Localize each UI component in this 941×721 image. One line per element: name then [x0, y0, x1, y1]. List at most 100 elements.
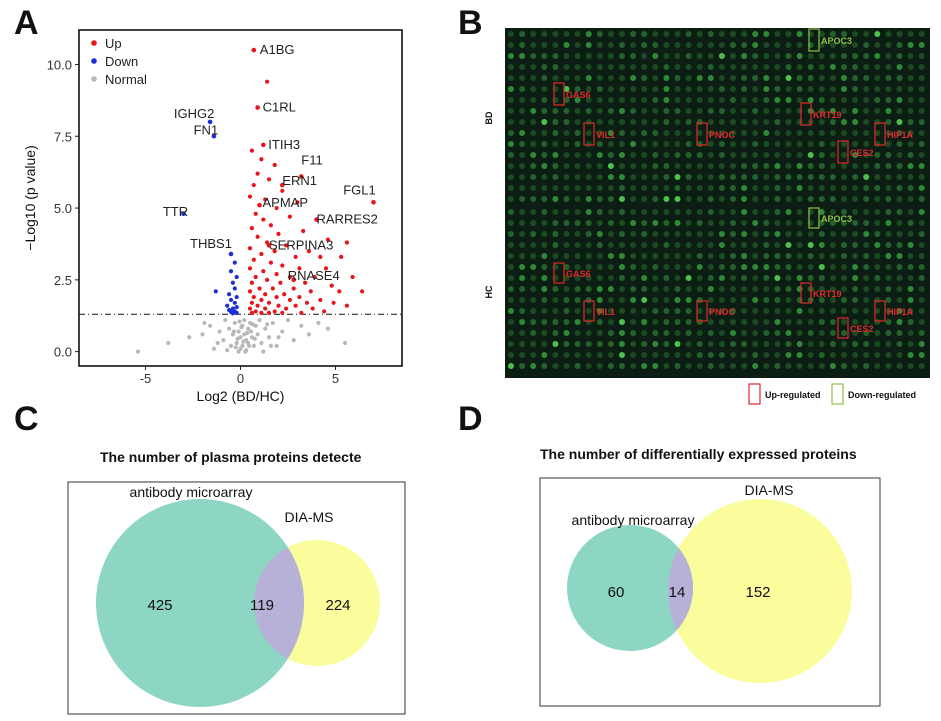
array-spot [885, 86, 892, 92]
array-spot [918, 64, 925, 70]
array-spot [885, 174, 892, 180]
array-spot [852, 297, 859, 303]
down-point [234, 294, 239, 300]
array-spot [829, 163, 836, 169]
array-spot [852, 308, 859, 314]
array-spot [541, 97, 548, 103]
array-spot [685, 231, 692, 237]
normal-point [223, 317, 228, 323]
normal-point [239, 325, 244, 330]
array-spot [852, 363, 859, 369]
array-spot [918, 308, 925, 314]
array-spot [696, 196, 703, 202]
protein-box [874, 122, 886, 146]
normal-point [227, 326, 232, 331]
array-spot [907, 53, 914, 59]
up-point [291, 286, 296, 291]
array-spot [774, 42, 781, 48]
array-spot [541, 141, 548, 147]
normal-point [236, 329, 241, 334]
array-spot [807, 363, 814, 369]
array-spot [652, 53, 659, 59]
array-spot [530, 185, 537, 191]
normal-point [251, 343, 256, 348]
array-spot [885, 242, 892, 248]
array-spot [907, 130, 914, 136]
array-spot [763, 319, 770, 325]
array-spot [674, 352, 681, 358]
array-spot [596, 220, 603, 226]
up-point [263, 306, 268, 311]
array-spot [630, 75, 637, 81]
up-point [312, 274, 317, 280]
array-spot [852, 53, 859, 59]
array-spot [785, 53, 792, 59]
array-spot [696, 363, 703, 369]
array-spot [619, 253, 625, 259]
array-spot [763, 286, 770, 292]
array-spot [707, 196, 714, 202]
normal-point [261, 349, 266, 354]
array-spot [519, 53, 526, 59]
array-spot [796, 152, 803, 158]
array-spot [896, 352, 903, 358]
array-spot [796, 185, 803, 191]
array-spot [785, 264, 792, 270]
array-spot [641, 163, 648, 169]
legend-marker [91, 40, 97, 46]
array-spot [596, 275, 603, 281]
array-spot [874, 286, 881, 292]
normal-point [266, 335, 272, 340]
array-spot [774, 196, 781, 202]
array-spot [652, 308, 659, 314]
array-spot [918, 152, 925, 158]
array-spot [607, 363, 614, 369]
array-spot [630, 108, 637, 114]
array-spot [707, 64, 714, 70]
array-spot [619, 286, 625, 292]
array-spot [585, 130, 592, 136]
array-spot [730, 275, 736, 281]
array-spot [619, 275, 625, 281]
array-spot [763, 330, 770, 336]
array-spot [652, 185, 659, 191]
venn-circle-antibody-microarray [96, 499, 304, 707]
array-spot [752, 297, 759, 303]
array-spot [796, 31, 803, 37]
array-spot [596, 108, 603, 114]
array-spot [619, 108, 625, 114]
array-spot [519, 319, 526, 325]
array-spot [818, 97, 825, 103]
array-spot [674, 64, 681, 70]
array-spot [707, 119, 714, 125]
array-spot [530, 64, 537, 70]
array-spot [707, 53, 714, 59]
up-point [255, 303, 260, 308]
array-spot [607, 264, 614, 270]
array-spot [552, 264, 559, 270]
array-spot [530, 319, 537, 325]
array-spot [874, 242, 881, 248]
array-spot [685, 341, 692, 347]
array-spot [630, 209, 637, 215]
array-spot [918, 141, 925, 147]
array-spot [918, 363, 925, 369]
legend-label: Down [105, 54, 138, 69]
array-row-label: BD [484, 111, 494, 124]
array-spot [863, 308, 870, 314]
array-spot [785, 75, 792, 81]
array-spot [907, 152, 914, 158]
array-spot [774, 108, 781, 114]
array-spot [508, 75, 514, 81]
array-spot [630, 141, 637, 147]
array-spot [652, 264, 659, 270]
array-spot [585, 231, 592, 237]
down-point [230, 311, 235, 316]
array-spot [607, 220, 614, 226]
array-spot [874, 75, 881, 81]
array-spot [829, 86, 836, 92]
array-spot [763, 209, 770, 215]
array-spot [619, 152, 625, 158]
array-spot [885, 163, 892, 169]
array-spot [818, 363, 825, 369]
